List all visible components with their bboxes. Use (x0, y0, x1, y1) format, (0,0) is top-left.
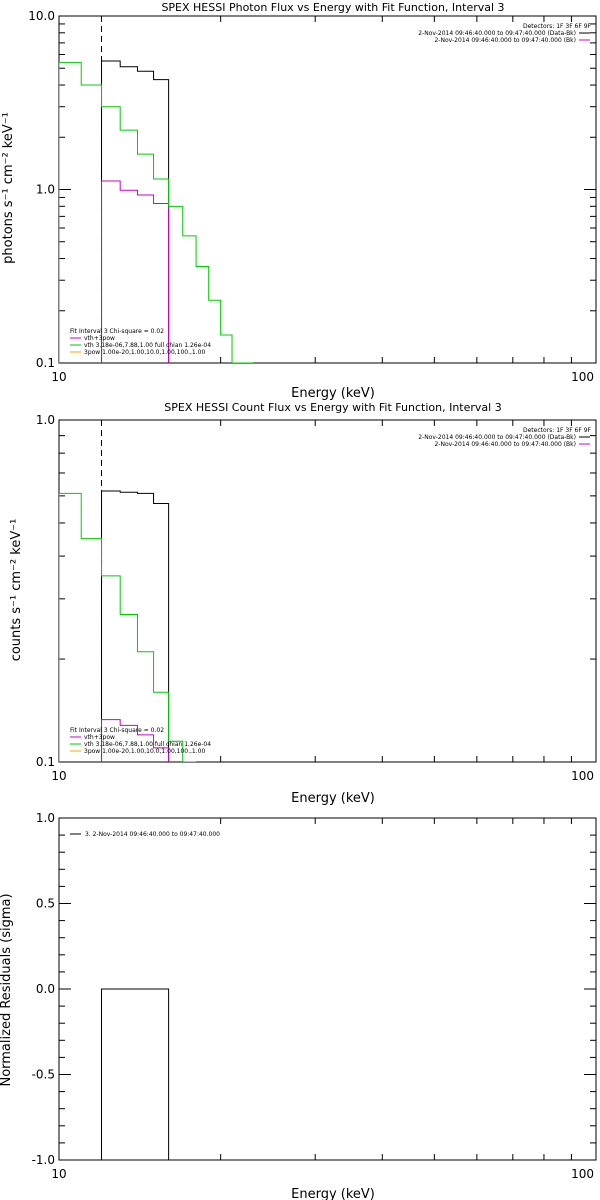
residuals-panel-marks (101, 988, 170, 1160)
y-tick-label: 1.0 (36, 183, 55, 197)
x-tick-label: 100 (571, 1167, 594, 1181)
x-tick-label: 100 (571, 769, 594, 783)
residuals-panel-legend: 3. 2-Nov-2014 09:46:40.000 to 09:47:40.0… (70, 831, 220, 838)
legend-entry-label: 2-Nov-2014 09:46:40.000 to 09:47:40.000 … (434, 37, 576, 44)
photon-panel-ylabel: photons s⁻¹ cm⁻² keV⁻¹ (1, 112, 16, 264)
legend-fit-header: Fit Interval 3 Chi-square = 0.02 (70, 727, 164, 734)
x-tick-label: 100 (571, 370, 594, 384)
residuals-panel: Energy (keV) Normalized Residuals (sigma… (0, 811, 597, 1200)
residuals-panel-xlabel: Energy (keV) (291, 1187, 375, 1200)
y-tick-label: 0.1 (36, 356, 55, 370)
legend-entry-label: vth 3.18e-06,7.88,1.00 full chian 1.26e-… (84, 342, 211, 349)
legend-detectors-header: Detectors: 1F 3F 6F 9F (523, 23, 592, 30)
x-tick-label: 10 (51, 769, 66, 783)
photon-flux-panel: SPEX HESSI Photon Flux vs Energy with Fi… (1, 1, 597, 401)
legend-entry-label: 2-Nov-2014 09:46:40.000 to 09:47:40.000 … (434, 441, 576, 448)
legend-entry-label: 2-Nov-2014 09:46:40.000 to 09:47:40.000 … (418, 30, 576, 37)
photon-panel-title: SPEX HESSI Photon Flux vs Energy with Fi… (161, 1, 504, 14)
photon-panel-legend: Detectors: 1F 3F 6F 9F2-Nov-2014 09:46:4… (70, 23, 592, 356)
legend-entry-label: vth+3pow (84, 734, 115, 741)
legend-entry-label: vth 3.18e-06,7.88,1.00 full chian 1.26e-… (84, 741, 211, 748)
histogram-series-line (59, 492, 197, 762)
legend-entry-label: 2-Nov-2014 09:46:40.000 to 09:47:40.000 … (418, 434, 576, 441)
legend-entry-label: 3pow 1.00e-20,1.00,10.0,1.00,100.,1.00 (84, 748, 205, 755)
photon-panel-xlabel: Energy (keV) (291, 386, 375, 401)
y-tick-label: -0.5 (32, 1068, 55, 1082)
legend-entry-label: vth+3pow (84, 335, 115, 342)
y-tick-label: 0.5 (36, 897, 55, 911)
photon-panel-ticks: 10 100 0.1 1.0 10.0 (28, 9, 597, 384)
histogram-series-line (101, 180, 170, 363)
photon-panel-marks (59, 16, 254, 363)
y-tick-label: 1.0 (36, 811, 55, 825)
histogram-series-line (101, 719, 170, 762)
histogram-series-line (101, 60, 170, 363)
count-panel-title: SPEX HESSI Count Flux vs Energy with Fit… (164, 401, 501, 414)
count-panel-ylabel: counts s⁻¹ cm⁻² keV⁻¹ (9, 519, 24, 662)
y-tick-label: 0.0 (36, 982, 55, 996)
x-tick-label: 10 (51, 370, 66, 384)
count-panel-legend: Detectors: 1F 3F 6F 9F2-Nov-2014 09:46:4… (70, 427, 592, 755)
y-tick-label: -1.0 (32, 1153, 55, 1167)
histogram-series-line (101, 988, 170, 1160)
y-tick-label: 0.1 (36, 755, 55, 769)
photon-panel-frame (58, 15, 597, 364)
y-tick-label: 1.0 (36, 413, 55, 427)
legend-entry-label: 3pow 1.00e-20,1.00,10.0,1.00,100.,1.00 (84, 349, 205, 356)
histogram-series-line (101, 490, 170, 762)
x-tick-label: 10 (51, 1167, 66, 1181)
legend-detectors-header: Detectors: 1F 3F 6F 9F (523, 427, 592, 434)
count-panel-xlabel: Energy (keV) (291, 791, 375, 806)
count-panel-ticks: 10 100 0.1 1.0 (36, 413, 597, 783)
residuals-panel-ylabel: Normalized Residuals (sigma) (0, 893, 14, 1086)
histogram-series-line (59, 61, 254, 363)
count-panel-frame (58, 419, 597, 763)
legend-entry-label: 3. 2-Nov-2014 09:46:40.000 to 09:47:40.0… (85, 831, 220, 838)
count-panel-marks (59, 420, 197, 762)
count-flux-panel: SPEX HESSI Count Flux vs Energy with Fit… (9, 401, 597, 806)
legend-fit-header: Fit Interval 3 Chi-square = 0.02 (70, 328, 164, 335)
residuals-panel-ticks: 10 100 -1.0 -0.5 0.0 0.5 1.0 (32, 811, 597, 1181)
y-tick-label: 10.0 (28, 9, 55, 23)
